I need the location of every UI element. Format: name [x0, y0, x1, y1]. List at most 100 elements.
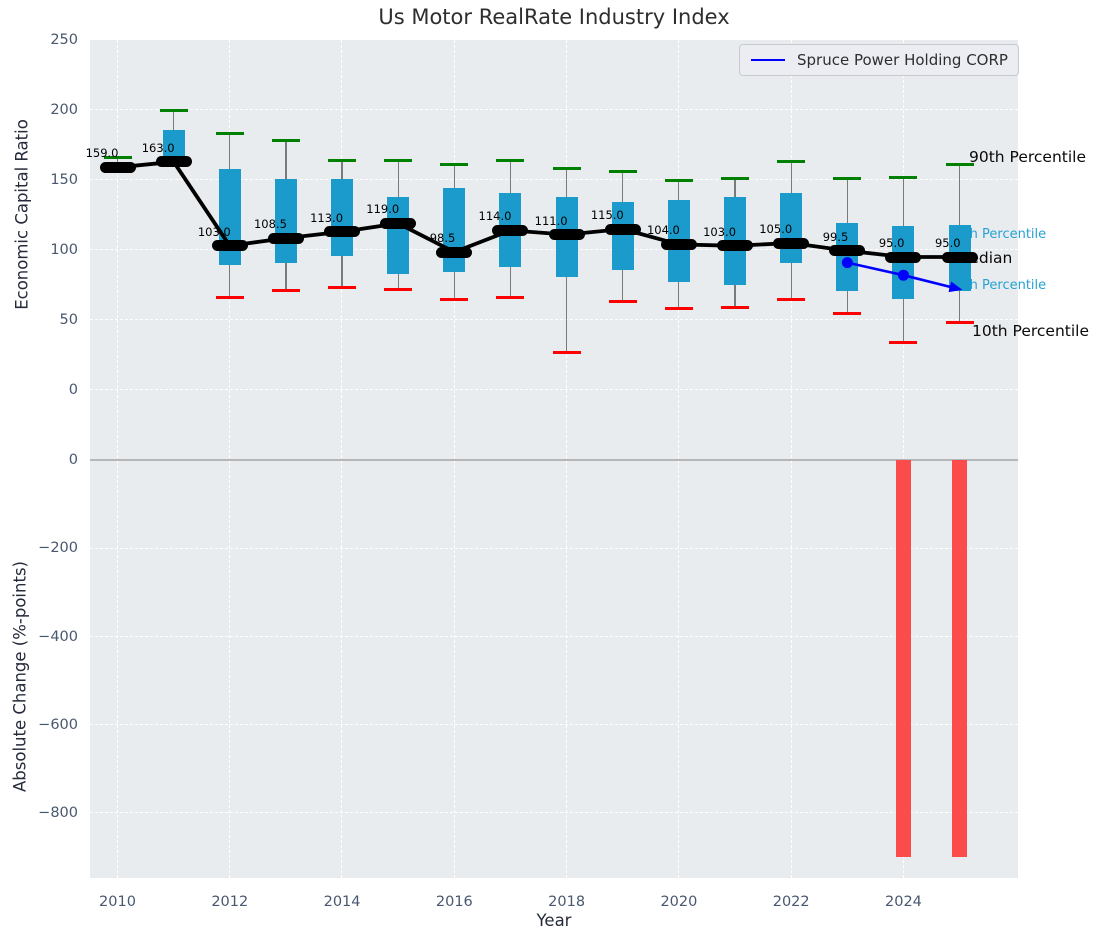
y-tick-label: −200	[38, 540, 78, 557]
annotation-75th-percentile: 75th Percentile	[948, 227, 1047, 242]
median-marker	[324, 226, 361, 238]
y-tick-label: 0	[68, 382, 78, 398]
p90-cap	[103, 156, 132, 160]
p90-cap	[664, 178, 693, 182]
gridline-horizontal	[90, 39, 1018, 41]
y-tick-label: −400	[38, 628, 78, 645]
median-value-label: 103.0	[703, 224, 737, 239]
median-marker	[436, 246, 473, 258]
legend: Spruce Power Holding CORP	[739, 44, 1019, 76]
median-value-label: 111.0	[534, 213, 568, 228]
change-bar	[952, 460, 968, 858]
median-value-label: 104.0	[646, 223, 680, 238]
gridline-horizontal	[90, 635, 1018, 637]
median-value-label: 108.5	[253, 217, 287, 232]
median-value-label: 95.0	[934, 236, 961, 250]
p10-cap	[552, 350, 581, 354]
gridline-horizontal	[90, 319, 1018, 321]
top-y-axis-label: Economic Capital Ratio	[12, 119, 32, 310]
median-marker	[99, 161, 136, 173]
chart-title: Us Motor RealRate Industry Index	[378, 5, 730, 29]
y-tick-label: 150	[50, 172, 78, 188]
annotation-90th-percentile: 90th Percentile	[969, 148, 1087, 166]
p90-cap	[328, 158, 357, 162]
p90-cap	[384, 158, 413, 162]
p10-cap	[440, 297, 469, 301]
annotation-10th-percentile: 10th Percentile	[972, 322, 1090, 340]
median-value-label: 98.5	[429, 231, 456, 246]
median-marker	[267, 232, 304, 244]
x-tick-label: 2018	[548, 894, 586, 910]
p90-cap	[496, 158, 525, 162]
p90-cap	[721, 177, 750, 181]
median-value-label: 103.0	[197, 224, 231, 239]
legend-label: Spruce Power Holding CORP	[797, 51, 1008, 69]
gridline-horizontal	[90, 109, 1018, 111]
x-tick-label: 2014	[323, 894, 361, 910]
zero-line	[90, 459, 1018, 461]
median-value-label: 119.0	[366, 202, 400, 217]
bottom-y-axis-label: Absolute Change (%-points)	[10, 561, 30, 792]
median-marker	[941, 251, 978, 263]
gridline-horizontal	[90, 724, 1018, 726]
box	[162, 129, 185, 162]
median-marker	[717, 240, 754, 252]
median-marker	[211, 240, 248, 252]
y-tick-label: −800	[38, 805, 78, 821]
median-value-label: 159.0	[85, 146, 119, 161]
p10-cap	[945, 321, 974, 325]
p90-cap	[271, 139, 300, 143]
gridline-horizontal	[90, 547, 1018, 549]
median-marker	[155, 156, 192, 168]
x-tick-label: 2022	[772, 894, 810, 910]
median-value-label: 163.0	[141, 140, 175, 155]
gridline-horizontal	[90, 389, 1018, 391]
y-tick-label: 50	[59, 312, 78, 328]
p90-cap	[440, 163, 469, 167]
p10-cap	[889, 340, 918, 344]
p90-cap	[889, 175, 918, 179]
p10-cap	[328, 286, 357, 290]
median-marker	[548, 229, 585, 241]
x-tick-label: 2016	[435, 894, 473, 910]
median-marker	[885, 251, 922, 263]
p10-cap	[496, 296, 525, 300]
y-tick-label: 250	[50, 32, 78, 48]
p10-cap	[664, 307, 693, 311]
median-value-label: 95.0	[878, 236, 905, 250]
p10-cap	[384, 287, 413, 291]
gridline-horizontal	[90, 812, 1018, 814]
median-marker	[660, 238, 697, 250]
p90-cap	[552, 167, 581, 171]
p10-cap	[721, 305, 750, 309]
legend-line-sample	[751, 59, 785, 61]
annotation-25th-percentile: 25th Percentile	[948, 278, 1047, 293]
median-value-label: 114.0	[478, 209, 512, 224]
x-tick-label: 2020	[660, 894, 698, 910]
p10-cap	[833, 311, 862, 315]
x-axis-label: Year	[536, 911, 572, 930]
y-tick-label: −600	[38, 716, 78, 733]
p10-cap	[271, 289, 300, 293]
p10-cap	[777, 297, 806, 301]
x-tick-label: 2024	[885, 894, 922, 910]
p90-cap	[215, 132, 244, 136]
x-tick-label: 2012	[211, 894, 249, 910]
p90-cap	[833, 177, 862, 181]
median-marker	[380, 217, 417, 229]
x-tick-label: 2010	[99, 894, 136, 910]
y-tick-label: 100	[50, 242, 78, 258]
median-value-label: 113.0	[310, 210, 344, 225]
change-bar	[895, 460, 911, 858]
median-value-label: 99.5	[822, 229, 849, 244]
p10-cap	[608, 300, 637, 304]
median-value-label: 105.0	[759, 222, 793, 236]
p90-cap	[159, 108, 188, 112]
median-value-label: 115.0	[590, 208, 624, 222]
y-tick-label: 200	[50, 102, 78, 118]
y-tick-label: 0	[68, 452, 78, 468]
p10-cap	[215, 296, 244, 300]
p90-cap	[608, 170, 637, 174]
p90-cap	[777, 160, 806, 164]
